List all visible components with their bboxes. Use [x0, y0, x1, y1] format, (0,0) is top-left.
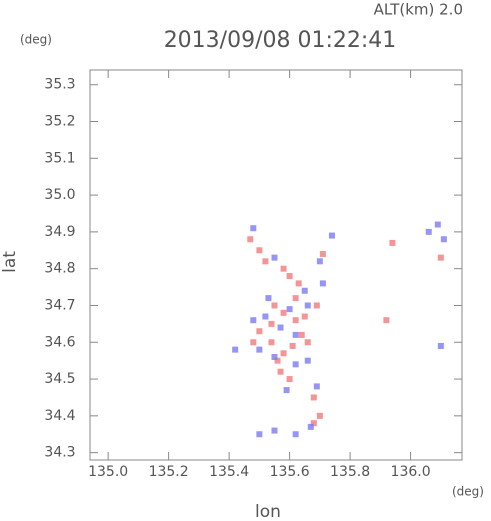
x-tick-label: 135.6	[270, 464, 310, 480]
radar-pixel	[292, 361, 299, 368]
radar-pixel	[256, 247, 263, 254]
radar-pixel	[268, 320, 275, 327]
plot-frame	[89, 69, 463, 461]
radar-pixel	[316, 258, 323, 265]
radar-pixel	[304, 302, 311, 309]
radar-pixel	[262, 258, 269, 265]
radar-pixel	[310, 420, 317, 427]
radar-pixel	[271, 427, 278, 434]
y-tick-label: 35.2	[44, 114, 75, 130]
radar-pixel	[292, 317, 299, 324]
radar-pixel	[292, 295, 299, 302]
radar-pixel	[434, 221, 441, 228]
radar-pixel	[313, 302, 320, 309]
radar-pixel	[271, 254, 278, 261]
radar-pixel	[289, 342, 296, 349]
radar-pixel	[247, 236, 254, 243]
y-tick-label: 34.3	[44, 445, 75, 461]
radar-pixel	[232, 346, 239, 353]
radar-pixel	[283, 387, 290, 394]
x-tick-label: 135.2	[149, 464, 189, 480]
radar-pixel	[301, 313, 308, 320]
x-tick-label: 136.0	[391, 464, 431, 480]
radar-pixel	[280, 350, 287, 357]
radar-pixel	[301, 287, 308, 294]
radar-pixel	[292, 431, 299, 438]
radar-pixel	[286, 376, 293, 383]
y-tick-label: 35.3	[44, 77, 75, 93]
radar-pixel	[304, 357, 311, 364]
radar-pixel	[274, 357, 281, 364]
x-axis-label: lon	[255, 502, 281, 521]
radar-pixel	[250, 317, 257, 324]
radar-pixel	[298, 331, 305, 338]
radar-pixel	[319, 280, 326, 287]
altitude-annotation: ALT(km) 2.0	[374, 1, 463, 19]
y-tick-label: 34.5	[44, 371, 75, 387]
y-axis-label: lat	[0, 251, 20, 273]
y-tick-label: 34.4	[44, 408, 75, 424]
radar-pixel	[328, 232, 335, 239]
radar-pixel	[319, 250, 326, 257]
y-tick-label: 35.0	[44, 187, 75, 203]
radar-pixel	[425, 228, 432, 235]
radar-pixel	[256, 328, 263, 335]
radar-pixel	[280, 309, 287, 316]
radar-pixel	[440, 236, 447, 243]
radar-pixel	[250, 339, 257, 346]
radar-pixel	[256, 431, 263, 438]
radar-pixel	[383, 317, 390, 324]
radar-pixel	[389, 239, 396, 246]
y-tick-label: 34.9	[44, 224, 75, 240]
radar-pixel	[316, 412, 323, 419]
radar-pixel	[271, 353, 278, 360]
radar-pixel	[295, 280, 302, 287]
radar-pixel	[437, 254, 444, 261]
radar-pixel	[256, 346, 263, 353]
x-tick-label: 135.8	[330, 464, 370, 480]
y-tick-label: 34.6	[44, 334, 75, 350]
radar-pixel	[310, 394, 317, 401]
radar-pixel	[286, 273, 293, 280]
x-tick-label: 135.0	[88, 464, 128, 480]
y-unit: (deg)	[20, 33, 52, 47]
radar-pixel	[277, 368, 284, 375]
y-tick-label: 34.8	[44, 261, 75, 277]
radar-pixel	[250, 225, 257, 232]
radar-pixel	[304, 339, 311, 346]
radar-pixel	[280, 265, 287, 272]
radar-pixel	[265, 295, 272, 302]
radar-pixel	[271, 302, 278, 309]
radar-pixel	[286, 306, 293, 313]
chart-title: 2013/09/08 01:22:41	[164, 28, 397, 53]
radar-pixel	[292, 331, 299, 338]
y-tick-label: 35.1	[44, 150, 75, 166]
radar-pixel	[262, 313, 269, 320]
x-tick-label: 135.4	[209, 464, 249, 480]
radar-pixel	[307, 423, 314, 430]
radar-pixel	[313, 383, 320, 390]
radar-pixel	[437, 342, 444, 349]
y-tick-label: 34.7	[44, 297, 75, 313]
radar-pixel	[268, 339, 275, 346]
x-unit: (deg)	[452, 485, 484, 499]
radar-pixel	[277, 324, 284, 331]
